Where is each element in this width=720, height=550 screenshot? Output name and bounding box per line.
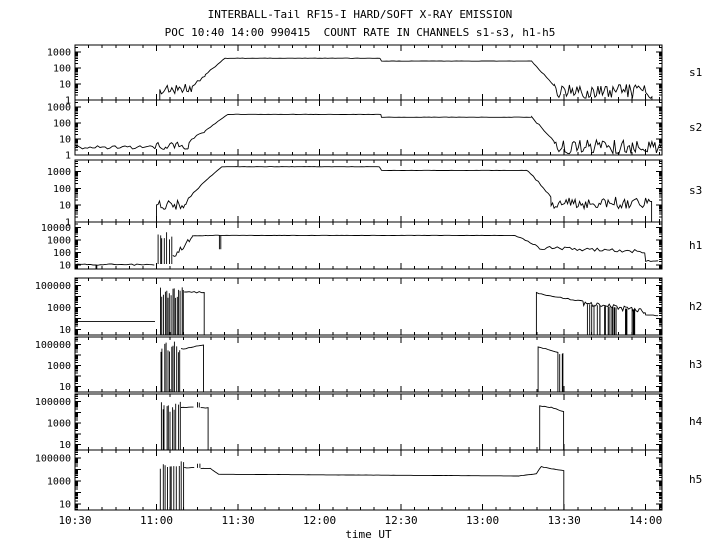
y-tick-label: 10: [59, 440, 71, 451]
y-tick-label: 1000: [47, 419, 71, 430]
y-tick-label: 100000: [35, 340, 71, 351]
y-tick-label: 100000: [35, 397, 71, 408]
y-tick-label: 10000: [41, 223, 71, 234]
y-tick-label: 100: [53, 119, 71, 130]
y-tick-label: 100: [53, 64, 71, 75]
y-tick-label: 10: [59, 325, 71, 336]
y-tick-label: 100000: [35, 281, 71, 292]
x-tick-label: 14:00: [629, 514, 662, 527]
y-tick-label: 10: [59, 201, 71, 212]
y-tick-label: 10: [59, 382, 71, 393]
panel-label-s1: s1: [689, 66, 703, 79]
y-tick-label: 1000: [47, 103, 71, 114]
chart-title: INTERBALL-Tail RF15-I HARD/SOFT X-RAY EM…: [207, 8, 513, 21]
trace-s2: [74, 113, 662, 156]
y-tick-label: 1000: [47, 48, 71, 59]
y-tick-label: 1: [65, 218, 71, 229]
y-tick-label: 1: [65, 151, 71, 162]
y-tick-label: 1000: [47, 303, 71, 314]
y-tick-label: 100: [53, 248, 71, 259]
panel-label-h2: h2: [689, 300, 703, 313]
x-tick-label: 13:30: [548, 514, 581, 527]
x-tick-label: 11:30: [222, 514, 255, 527]
trace-h4: [160, 401, 565, 450]
y-tick-label: 1000: [47, 361, 71, 372]
x-tick-label: 10:30: [58, 514, 91, 527]
panel-label-h5: h5: [689, 473, 703, 486]
y-tick-label: 1: [65, 96, 71, 107]
trace-s1: [159, 57, 653, 100]
x-tick-label: 12:00: [303, 514, 336, 527]
panel-label-s3: s3: [689, 184, 703, 197]
trace-s3: [156, 166, 653, 222]
x-tick-label: 11:00: [140, 514, 173, 527]
y-tick-label: 100: [53, 184, 71, 195]
chart-subtitle: POC 10:40 14:00 990415 COUNT RATE IN CHA…: [164, 26, 556, 39]
trace-h3: [160, 341, 564, 392]
trace-h5: [159, 461, 565, 510]
x-axis-label: time UT: [345, 528, 392, 541]
panel-label-h4: h4: [689, 415, 703, 428]
y-tick-label: 100000: [35, 454, 71, 465]
y-tick-label: 10: [59, 261, 71, 272]
axis-ticks: [74, 45, 662, 510]
y-tick-label: 10: [59, 500, 71, 511]
y-tick-label: 1000: [47, 167, 71, 178]
panel-label-h3: h3: [689, 358, 703, 371]
trace-h2: [75, 287, 659, 335]
panel-label-s2: s2: [689, 121, 703, 134]
x-tick-label: 12:30: [385, 514, 418, 527]
y-tick-label: 1000: [47, 477, 71, 488]
x-tick-label: 13:00: [466, 514, 499, 527]
y-tick-label: 1000: [47, 236, 71, 247]
y-tick-label: 10: [59, 80, 71, 91]
y-tick-label: 10: [59, 135, 71, 146]
panel-label-h1: h1: [689, 239, 703, 252]
trace-h1: [74, 232, 659, 269]
